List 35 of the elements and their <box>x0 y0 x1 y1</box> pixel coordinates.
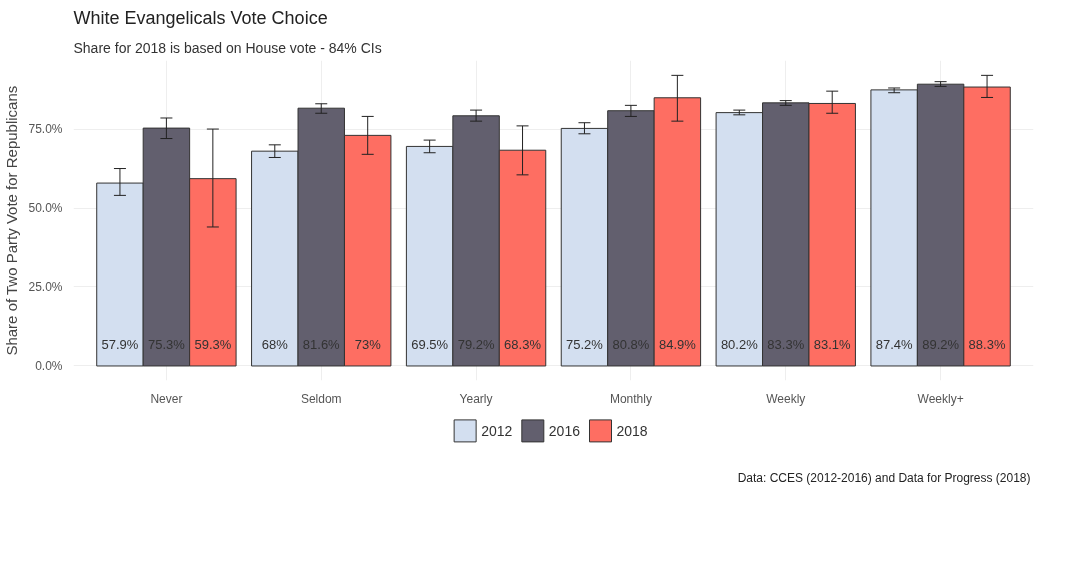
x-tick-label: Weekly <box>766 391 806 406</box>
data-label: 75.3% <box>147 336 186 352</box>
x-tick-label: Monthly <box>609 391 652 406</box>
data-label: 73% <box>354 336 382 352</box>
data-label: 80.8% <box>612 336 650 352</box>
data-label: 89.2% <box>922 336 960 352</box>
legend-label: 2018 <box>616 422 648 439</box>
x-tick-label: Weekly+ <box>917 391 964 406</box>
data-label: 59.3% <box>194 336 232 352</box>
x-tick-label: Never <box>150 391 183 406</box>
legend-label: 2012 <box>481 422 513 439</box>
data-label: 84.9% <box>658 336 697 352</box>
y-tick-label: 0.0% <box>35 358 63 373</box>
data-label: 68.3% <box>504 336 542 352</box>
chart-title: White Evangelicals Vote Choice <box>73 7 328 28</box>
data-label: 80.2% <box>720 336 759 352</box>
text: Data: CCES (2012-2016) and Data for Progress (2018) <box>737 470 1031 485</box>
y-tick-label: 50.0% <box>28 201 63 216</box>
y-tick-label: 25.0% <box>28 280 63 294</box>
data-label: 88.3% <box>968 336 1006 352</box>
data-label: 83.3% <box>767 336 805 352</box>
legend-label: 2016 <box>548 422 581 439</box>
data-label: 68% <box>261 336 289 352</box>
data-label: 81.6% <box>302 336 341 352</box>
x-tick-label: Seldom <box>300 391 342 406</box>
chart-subtitle: Share for 2018 is based on House vote - 84% CIs <box>73 39 382 56</box>
data-label: 83.1% <box>813 336 852 352</box>
y-axis-title: Share of Two Party Vote for Republicans <box>3 85 21 356</box>
data-label: 87.4% <box>875 336 914 352</box>
data-label: 69.5% <box>411 336 449 352</box>
x-tick-label: Yearly <box>459 391 493 406</box>
data-label: 79.2% <box>457 336 495 352</box>
y-tick-label: 75.0% <box>28 122 63 137</box>
data-label: 57.9% <box>101 336 139 352</box>
data-label: 75.2% <box>566 336 604 352</box>
